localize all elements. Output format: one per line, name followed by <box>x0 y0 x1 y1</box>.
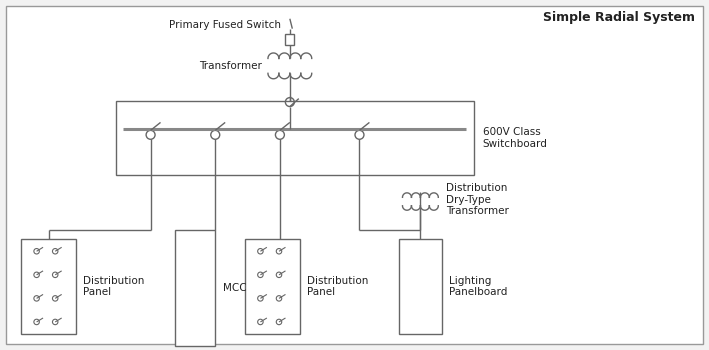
Bar <box>245 239 300 334</box>
Text: Distribution
Panel: Distribution Panel <box>307 276 369 298</box>
Bar <box>175 230 216 346</box>
Text: Distribution
Dry-Type
Transformer: Distribution Dry-Type Transformer <box>446 183 508 216</box>
Text: Lighting
Panelboard: Lighting Panelboard <box>449 276 508 298</box>
Text: Distribution
Panel: Distribution Panel <box>84 276 145 298</box>
Bar <box>399 239 442 334</box>
Bar <box>21 239 76 334</box>
Text: 600V Class
Switchboard: 600V Class Switchboard <box>483 127 547 149</box>
Text: Primary Fused Switch: Primary Fused Switch <box>169 20 281 30</box>
Text: MCC: MCC <box>223 283 246 293</box>
Text: Simple Radial System: Simple Radial System <box>543 11 696 24</box>
Bar <box>116 100 474 175</box>
Bar <box>285 34 294 44</box>
Text: Transformer: Transformer <box>199 61 262 71</box>
